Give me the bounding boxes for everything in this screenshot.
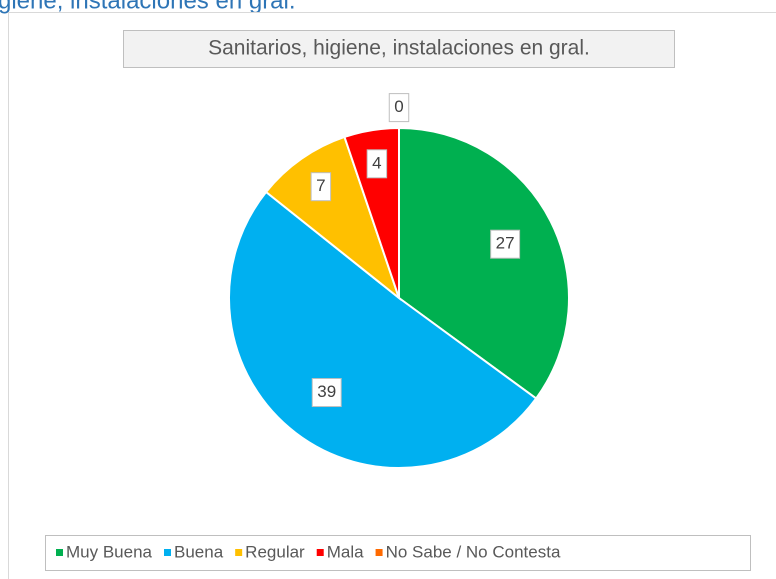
chart-title: Sanitarios, higiene, instalaciones en gr… [208,37,590,60]
legend-swatch [56,549,63,556]
legend-label: Muy Buena [66,542,153,561]
data-label-box [490,229,521,259]
data-label: 4 [372,153,381,172]
data-label-box [366,149,388,179]
legend-swatch [375,549,383,556]
legend-swatch [235,549,243,556]
title-box [123,30,675,68]
legend-box [45,535,751,571]
legend-label: Buena [174,542,224,561]
pie-slice [264,135,402,301]
legend-label: Mala [327,542,364,561]
pie-slice [398,126,570,400]
data-label-box [310,172,332,202]
data-label: 39 [317,382,336,401]
pie-slice [228,190,538,469]
data-label-box [388,93,410,123]
data-label-box [311,378,342,408]
legend-swatch [164,549,171,556]
data-label: 0 [394,97,403,116]
legend-label: No Sabe / No Contesta [386,542,561,561]
heading: giene, instalaciones en gral. [0,0,296,14]
data-label: 7 [316,176,325,195]
legend-label: Regular [245,542,305,561]
data-label: 27 [496,234,515,253]
legend-swatch [316,549,324,556]
